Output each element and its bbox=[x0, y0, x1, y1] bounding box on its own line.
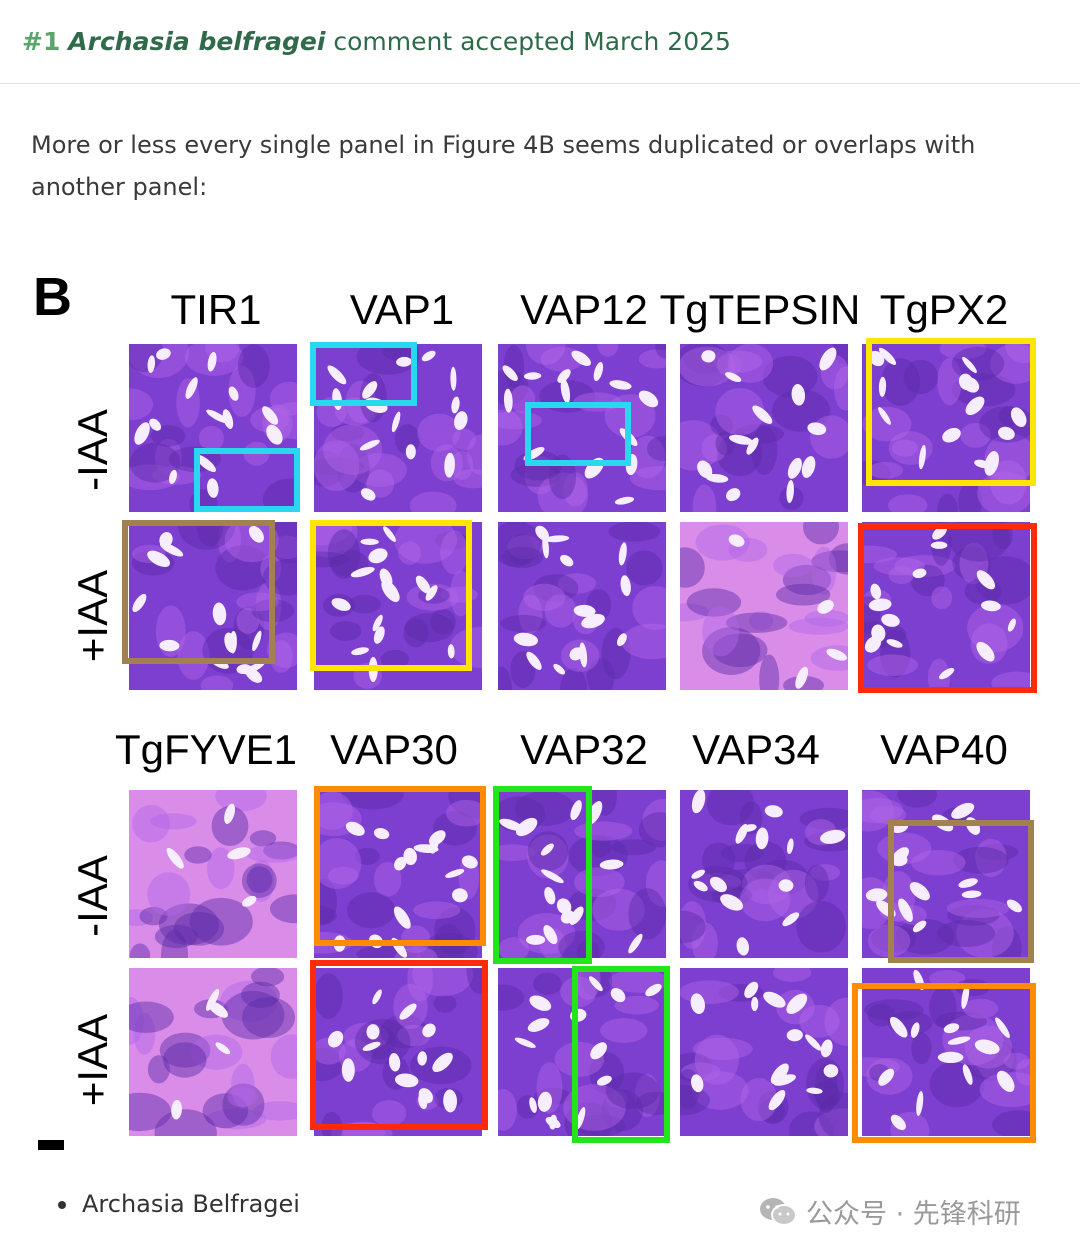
comment-status: comment accepted March 2025 bbox=[333, 27, 731, 56]
bullet-icon bbox=[58, 1201, 66, 1209]
micrograph-tile bbox=[498, 522, 666, 690]
highlight-box-yellow bbox=[310, 520, 472, 671]
micrograph-tile bbox=[862, 968, 1030, 1136]
column-label: VAP30 bbox=[330, 726, 458, 773]
column-label: VAP1 bbox=[349, 286, 455, 333]
column-label: VAP32 bbox=[520, 726, 648, 773]
cropped-panel-mark bbox=[38, 1140, 64, 1150]
watermark-text: 公众号 · 先锋科研 bbox=[806, 1199, 1021, 1230]
watermark: 公众号 · 先锋科研 bbox=[758, 1192, 1021, 1235]
micrograph-tile bbox=[680, 522, 848, 690]
row-label: +IAA bbox=[69, 1013, 116, 1107]
highlight-box-green bbox=[572, 966, 670, 1143]
comment-title: #1 Archasia belfragei comment accepted M… bbox=[22, 27, 731, 56]
highlight-box-orange bbox=[852, 983, 1036, 1143]
author-list: Archasia Belfragei bbox=[58, 1190, 300, 1218]
micrograph-tile bbox=[314, 344, 482, 512]
comment-author[interactable]: Archasia belfragei bbox=[68, 27, 326, 56]
highlight-box-green bbox=[493, 786, 592, 964]
comment-header: #1 Archasia belfragei comment accepted M… bbox=[0, 0, 1080, 84]
column-label: VAP34 bbox=[692, 726, 820, 773]
row-label: -IAA bbox=[69, 409, 116, 491]
column-label: TIR1 bbox=[170, 286, 262, 333]
micrograph-tile bbox=[498, 968, 666, 1136]
comment-number[interactable]: #1 bbox=[22, 27, 61, 56]
column-label: TgTEPSIN bbox=[659, 286, 861, 333]
row-label: +IAA bbox=[69, 569, 116, 663]
author-list-item[interactable]: Archasia Belfragei bbox=[82, 1190, 300, 1218]
highlight-box-brown bbox=[888, 820, 1034, 963]
micrograph-tile bbox=[862, 522, 1030, 690]
micrograph-tile bbox=[680, 344, 848, 512]
column-label: TgFYVE1 bbox=[114, 726, 298, 773]
column-label: VAP40 bbox=[880, 726, 1008, 773]
highlight-box-cyan bbox=[194, 448, 300, 512]
highlight-box-brown bbox=[122, 520, 275, 664]
highlight-box-orange bbox=[314, 786, 486, 946]
highlight-box-cyan bbox=[525, 402, 631, 466]
comment-body: More or less every single panel in Figur… bbox=[31, 131, 976, 201]
row-label: -IAA bbox=[69, 855, 116, 937]
highlight-box-yellow bbox=[866, 338, 1036, 486]
micrograph-tile bbox=[680, 790, 848, 958]
wechat-icon bbox=[758, 1196, 798, 1235]
column-label: VAP12 bbox=[520, 286, 648, 333]
micrograph-tile bbox=[314, 522, 482, 690]
micrograph-tile bbox=[680, 968, 848, 1136]
figure-4b: B TIR1 VAP1 VAP12 TgTEPSIN TgPX2 -IAA +I… bbox=[0, 250, 1080, 1155]
highlight-box-red bbox=[858, 523, 1037, 693]
panel-letter: B bbox=[33, 267, 72, 327]
highlight-box-cyan bbox=[310, 342, 417, 406]
highlight-box-red bbox=[310, 960, 488, 1130]
micrograph-tile bbox=[129, 968, 297, 1136]
column-label: TgPX2 bbox=[879, 286, 1009, 333]
micrograph-tile bbox=[129, 790, 297, 958]
